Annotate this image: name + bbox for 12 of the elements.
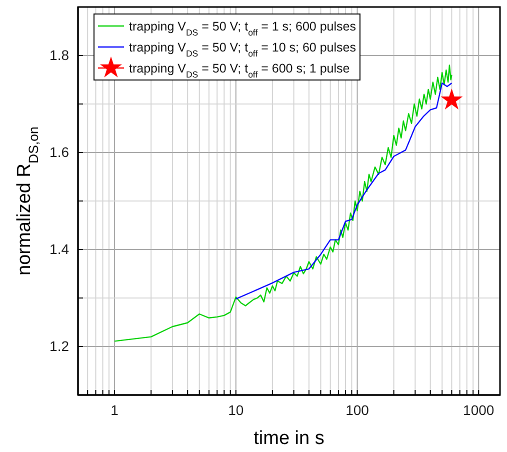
legend-label: trapping V$_{DS}$ = 50 V; t$_{off}$ = 600 s; 1 pulse [129, 62, 350, 80]
legend-label: trapping V$_{DS}$ = 50 V; t$_{off}$ = 1 s; 600 pulses [129, 20, 356, 38]
x-tick-label: 1 [110, 402, 119, 418]
y-tick-label: 1.2 [50, 338, 70, 354]
x-tick-label: 10 [228, 402, 244, 418]
x-tick-label: 1000 [463, 402, 494, 418]
y-tick-label: 1.8 [50, 46, 70, 63]
legend-label: trapping V$_{DS}$ = 50 V; t$_{off}$ = 10 s; 60 pulses [129, 40, 356, 58]
x-tick-label: 100 [346, 402, 370, 418]
y-tick-label: 1.4 [50, 240, 70, 257]
y-tick-label: 1.6 [50, 144, 70, 160]
x-axis-title: time in s [254, 428, 324, 449]
